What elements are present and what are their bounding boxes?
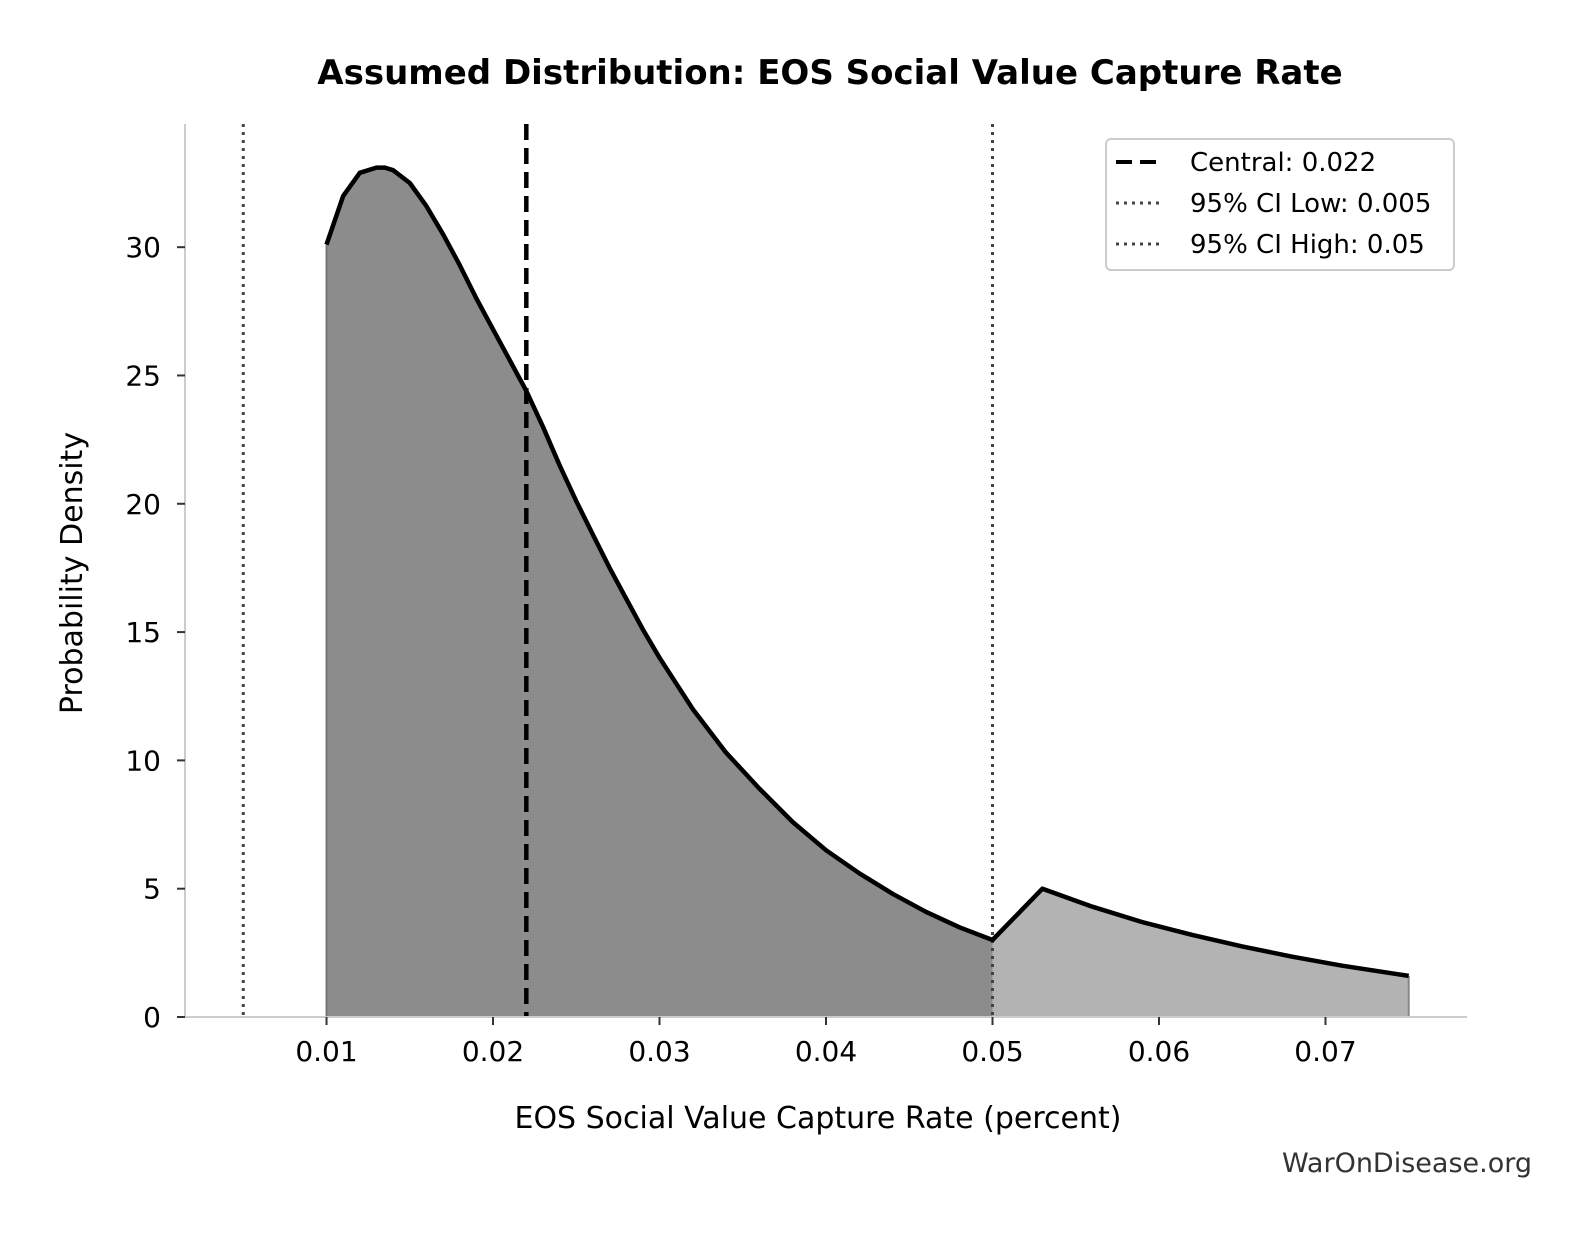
legend-ci-low-label: 95% CI Low: 0.005 <box>1190 189 1431 219</box>
y-axis-label: Probability Density <box>55 432 90 714</box>
y-tick-label: 15 <box>125 616 161 649</box>
x-tick-label: 0.03 <box>628 1035 690 1068</box>
chart-title: Assumed Distribution: EOS Social Value C… <box>317 53 1342 93</box>
plot-area <box>241 124 1410 1018</box>
x-axis-ticks: 0.01 0.02 0.03 0.04 0.05 0.06 0.07 <box>295 1017 1357 1068</box>
x-tick-label: 0.01 <box>295 1035 357 1068</box>
density-fill-inside-ci <box>326 167 993 1018</box>
watermark: WarOnDisease.org <box>1282 1148 1532 1179</box>
y-tick-label: 10 <box>125 744 161 777</box>
density-fill-outside-ci <box>992 888 1409 1017</box>
y-tick-label: 25 <box>125 359 161 392</box>
y-axis-ticks: 0 5 10 15 20 25 30 <box>125 231 185 1034</box>
x-tick-label: 0.05 <box>961 1035 1023 1068</box>
x-tick-label: 0.02 <box>462 1035 524 1068</box>
legend-ci-high-label: 95% CI High: 0.05 <box>1190 230 1425 260</box>
legend-central-label: Central: 0.022 <box>1190 148 1376 178</box>
legend-box <box>1105 138 1455 271</box>
x-tick-label: 0.06 <box>1128 1035 1190 1068</box>
x-tick-label: 0.07 <box>1294 1035 1356 1068</box>
y-tick-label: 0 <box>143 1001 161 1034</box>
density-curve <box>324 165 1410 979</box>
x-tick-label: 0.04 <box>795 1035 857 1068</box>
y-tick-label: 5 <box>143 873 161 906</box>
legend: Central: 0.022 95% CI Low: 0.005 95% CI … <box>1105 138 1455 271</box>
x-axis-label: EOS Social Value Capture Rate (percent) <box>514 1101 1121 1136</box>
y-tick-label: 20 <box>125 488 161 521</box>
y-tick-label: 30 <box>125 231 161 264</box>
